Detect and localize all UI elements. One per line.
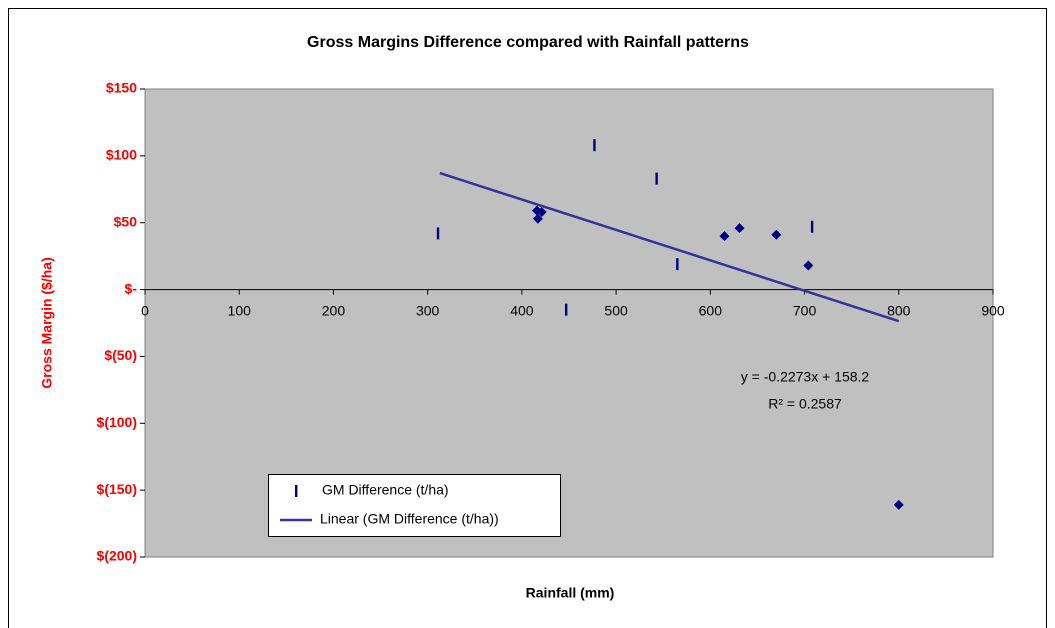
point [810, 220, 814, 233]
x-tick-label: 800 [887, 302, 911, 318]
point [734, 223, 745, 234]
x-tick-label: 600 [699, 302, 723, 318]
x-tick-label: 400 [510, 302, 534, 318]
point [593, 139, 596, 152]
point [893, 499, 904, 510]
point [532, 213, 543, 224]
y-tick-label: $100 [106, 147, 137, 163]
y-tick-label: $(200) [97, 548, 137, 564]
x-tick-label: 700 [793, 302, 817, 318]
legend-marker [295, 485, 298, 497]
y-tick-label: $- [125, 280, 138, 296]
point [803, 260, 814, 271]
legend-label: GM Difference (t/ha) [322, 482, 449, 498]
x-tick-label: 300 [416, 302, 440, 318]
y-tick-label: $(50) [104, 347, 137, 363]
legend-label: Linear (GM Difference (t/ha)) [320, 511, 499, 527]
x-tick-label: 900 [981, 302, 1005, 318]
point [436, 227, 440, 240]
point [676, 258, 679, 271]
point [536, 207, 547, 218]
trend-r2: R² = 0.2587 [768, 396, 842, 412]
x-tick-label: 0 [141, 302, 149, 318]
chart-title: Gross Margins Difference compared with R… [307, 34, 749, 51]
y-tick-label: $50 [114, 213, 138, 229]
legend [268, 474, 561, 537]
y-tick-label: $(100) [97, 414, 137, 430]
x-axis-title: Rainfall (mm) [526, 585, 615, 601]
x-tick-label: 200 [322, 302, 346, 318]
trendline [439, 171, 900, 323]
x-tick-label: 100 [228, 302, 252, 318]
y-tick-label: $(150) [97, 481, 137, 497]
point [655, 172, 658, 185]
y-axis-title: Gross Margin ($/ha) [39, 257, 55, 388]
trend-equation: y = -0.2273x + 158.2 [741, 369, 870, 385]
x-tick-label: 500 [604, 302, 628, 318]
point [564, 303, 568, 316]
y-tick-label: $150 [106, 80, 137, 96]
point [719, 231, 730, 242]
point [771, 229, 782, 240]
